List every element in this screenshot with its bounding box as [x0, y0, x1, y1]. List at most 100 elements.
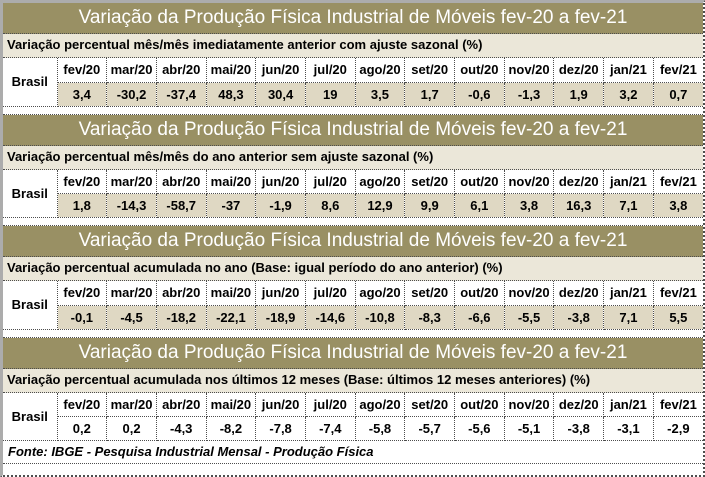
value-row: 3,4 -30,2 -37,4 48,3 30,4 19 3,5 1,7 -0,…	[3, 81, 703, 107]
column-header: fev/21	[652, 392, 703, 417]
data-cell: -5,6	[454, 416, 505, 441]
column-header: nov/20	[503, 281, 555, 306]
row-label: Brasil	[3, 281, 58, 330]
column-header: nov/20	[503, 169, 555, 194]
data-cell: -1,3	[503, 81, 555, 107]
data-cell: 9,9	[404, 193, 455, 218]
data-cell: -22,1	[205, 304, 257, 330]
column-header: mar/20	[106, 169, 157, 194]
data-cell: -8,3	[404, 304, 455, 330]
data-cell: 7,1	[603, 304, 654, 330]
column-header: set/20	[404, 392, 455, 417]
column-header: jan/21	[603, 58, 654, 83]
column-header: set/20	[404, 58, 455, 83]
column-header: fev/20	[56, 392, 108, 417]
header-row: Brasil fev/20 mar/20 abr/20 mai/20 jun/2…	[3, 169, 703, 218]
column-header: abr/20	[155, 169, 207, 194]
data-cell: -30,2	[106, 81, 157, 107]
data-grid: Brasil fev/20 mar/20 abr/20 mai/20 jun/2…	[3, 392, 703, 441]
data-cell: 3,5	[354, 81, 406, 107]
data-cell: 16,3	[553, 193, 605, 218]
table-block-3: Variação da Produção Física Industrial d…	[3, 226, 703, 338]
value-row: 0,2 0,2 -4,3 -8,2 -7,8 -7,4 -5,8 -5,7 -5…	[3, 416, 703, 441]
data-cell: 8,6	[304, 193, 356, 218]
data-cell: -14,6	[304, 304, 356, 330]
column-header: abr/20	[155, 58, 207, 83]
row-label: Brasil	[3, 169, 58, 218]
spacer-row	[3, 329, 703, 338]
data-cell: 3,4	[56, 81, 108, 107]
table-block-2: Variação da Produção Física Industrial d…	[3, 114, 703, 226]
column-header: jul/20	[304, 392, 356, 417]
data-grid: Brasil fev/20 mar/20 abr/20 mai/20 jun/2…	[3, 169, 703, 218]
column-header: nov/20	[503, 392, 555, 417]
data-cell: -37,4	[155, 81, 207, 107]
column-header: fev/20	[56, 169, 108, 194]
column-header: dez/20	[553, 281, 605, 306]
column-header: ago/20	[354, 281, 406, 306]
data-cell: -1,9	[255, 193, 306, 218]
column-header: jun/20	[255, 392, 306, 417]
data-cell: -7,4	[304, 416, 356, 441]
data-cell: 3,8	[503, 193, 555, 218]
column-header: jun/20	[255, 281, 306, 306]
data-cell: -0,6	[454, 81, 505, 107]
column-header: fev/20	[56, 58, 108, 83]
column-header: abr/20	[155, 281, 207, 306]
table-block-1: Variação da Produção Física Industrial d…	[3, 3, 703, 115]
row-label: Brasil	[3, 58, 58, 107]
spacer-row	[3, 218, 703, 226]
data-cell: 1,7	[404, 81, 455, 107]
data-cell: 3,8	[652, 193, 703, 218]
data-grid: Brasil fev/20 mar/20 abr/20 mai/20 jun/2…	[3, 281, 703, 330]
data-grid: Brasil fev/20 mar/20 abr/20 mai/20 jun/2…	[3, 58, 703, 107]
column-header: set/20	[404, 281, 455, 306]
data-cell: -3,8	[553, 416, 605, 441]
table-title: Variação da Produção Física Industrial d…	[3, 3, 703, 34]
data-cell: 1,9	[553, 81, 605, 107]
column-header: dez/20	[553, 169, 605, 194]
data-cell: 19	[304, 81, 356, 107]
column-header: jan/21	[603, 392, 654, 417]
column-header: fev/20	[56, 281, 108, 306]
data-cell: -7,8	[255, 416, 306, 441]
table-title: Variação da Produção Física Industrial d…	[3, 337, 703, 369]
data-cell: -14,3	[106, 193, 157, 218]
data-cell: -2,9	[652, 416, 703, 441]
data-cell: -18,9	[255, 304, 306, 330]
table-block-4: Variação da Produção Física Industrial d…	[3, 337, 703, 441]
value-row: -0,1 -4,5 -18,2 -22,1 -18,9 -14,6 -10,8 …	[3, 304, 703, 330]
data-cell: -58,7	[155, 193, 207, 218]
column-header: mar/20	[106, 58, 157, 83]
data-cell: 48,3	[205, 81, 257, 107]
column-header: mai/20	[205, 392, 257, 417]
column-header: jan/21	[603, 169, 654, 194]
data-cell: -5,7	[404, 416, 455, 441]
column-header: out/20	[454, 169, 505, 194]
column-header: abr/20	[155, 392, 207, 417]
column-header: jun/20	[255, 169, 306, 194]
table-title: Variação da Produção Física Industrial d…	[3, 226, 703, 257]
data-cell: -5,8	[354, 416, 406, 441]
header-row: Brasil fev/20 mar/20 abr/20 mai/20 jun/2…	[3, 58, 703, 107]
data-cell: 5,5	[652, 304, 703, 330]
column-header: set/20	[404, 169, 455, 194]
data-cell: -8,2	[205, 416, 257, 441]
column-header: mai/20	[205, 281, 257, 306]
column-header: ago/20	[354, 392, 406, 417]
column-header: jul/20	[304, 169, 356, 194]
column-header: fev/21	[652, 58, 703, 83]
column-header: out/20	[454, 281, 505, 306]
data-cell: 0,2	[56, 416, 108, 441]
column-header: ago/20	[354, 58, 406, 83]
data-cell: -18,2	[155, 304, 207, 330]
data-cell: -4,5	[106, 304, 157, 330]
column-header: nov/20	[503, 58, 555, 83]
column-header: jun/20	[255, 58, 306, 83]
table-subtitle: Variação percentual acumulada nos último…	[3, 368, 703, 393]
column-header: out/20	[454, 392, 505, 417]
data-cell: -3,1	[603, 416, 654, 441]
column-header: mai/20	[205, 169, 257, 194]
column-header: out/20	[454, 58, 505, 83]
column-header: fev/21	[652, 169, 703, 194]
